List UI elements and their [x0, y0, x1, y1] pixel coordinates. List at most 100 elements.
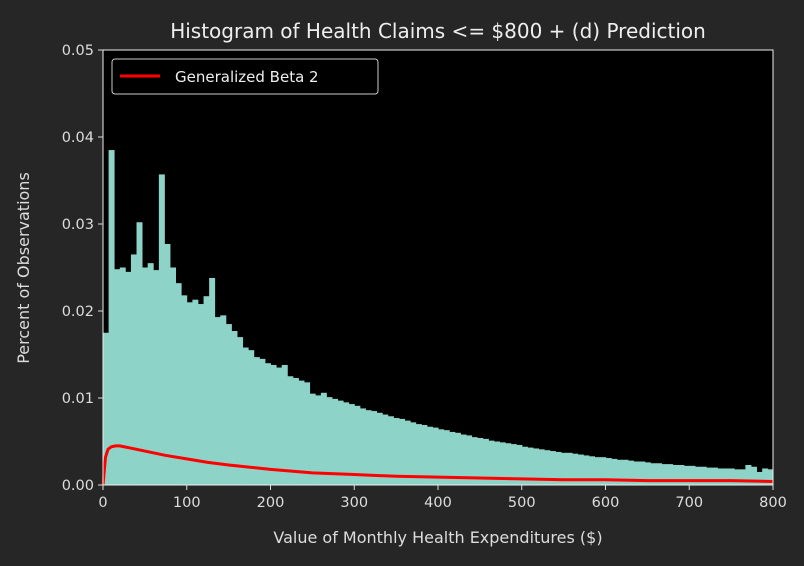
histogram-bar: [577, 454, 584, 485]
histogram-bar: [270, 364, 277, 485]
histogram-bar: [393, 418, 400, 485]
histogram-bar: [359, 408, 366, 485]
histogram-bar: [371, 411, 378, 485]
histogram-bar: [354, 405, 361, 485]
y-tick-label: 0.05: [62, 43, 94, 59]
histogram-bar: [125, 271, 132, 485]
y-axis-label: Percent of Observations: [14, 172, 33, 364]
histogram-bar: [678, 464, 685, 485]
histogram-bar: [265, 363, 271, 485]
histogram-bar: [745, 464, 752, 485]
histogram-bar: [633, 461, 640, 485]
histogram-bar: [622, 459, 629, 485]
histogram-bar: [588, 456, 595, 485]
histogram-bar: [292, 377, 299, 485]
histogram-bar: [197, 304, 204, 485]
x-tick-label: 200: [257, 495, 285, 511]
histogram-bar: [242, 347, 249, 485]
histogram-bar: [723, 468, 730, 485]
histogram-bar: [438, 429, 445, 485]
histogram-bar: [214, 317, 221, 485]
histogram-bar: [449, 431, 456, 485]
histogram-bar: [700, 466, 707, 485]
histogram-bar: [494, 441, 501, 485]
histogram-bar: [711, 467, 718, 485]
histogram-bar: [656, 463, 663, 485]
x-tick-label: 700: [675, 495, 703, 511]
histogram-bar: [639, 461, 646, 485]
histogram-bar: [309, 393, 316, 485]
y-tick-label: 0.04: [62, 130, 94, 146]
histogram-bars: [103, 150, 774, 486]
histogram-bar: [203, 296, 210, 485]
histogram-bar: [471, 437, 478, 485]
histogram-bar: [605, 458, 612, 485]
histogram-bar: [153, 270, 160, 485]
legend-box: [111, 58, 379, 95]
histogram-bar: [114, 269, 121, 485]
histogram-bar: [661, 464, 668, 485]
histogram-bar: [209, 277, 216, 485]
y-tick-label: 0.00: [62, 478, 94, 494]
histogram-bar: [175, 283, 182, 485]
x-axis-ticks: 0 100 200 300 400 500 600 700 800: [98, 485, 787, 511]
series-line-generalized-beta-2: [101, 444, 774, 486]
histogram-bar: [683, 465, 690, 485]
histogram-bar: [410, 422, 417, 485]
histogram-bar: [650, 463, 657, 485]
histogram-bar: [186, 302, 193, 485]
histogram-bar: [566, 452, 573, 485]
y-axis-ticks: 0.00 0.01 0.02 0.03 0.04 0.05: [62, 43, 103, 494]
x-tick-label: 800: [759, 495, 787, 511]
histogram-bar: [287, 376, 294, 485]
histogram-bar: [527, 447, 534, 485]
histogram-bar: [583, 455, 590, 485]
histogram-bar: [231, 331, 238, 485]
histogram-bar: [387, 416, 394, 485]
histogram-bar: [734, 469, 741, 485]
legend: Generalized Beta 2: [111, 58, 379, 95]
histogram-bar: [421, 424, 428, 485]
histogram-bar: [415, 424, 422, 485]
histogram-bar: [432, 427, 439, 485]
histogram-bar: [376, 412, 383, 485]
histogram-bar: [404, 420, 411, 485]
histogram-bar: [248, 350, 255, 485]
x-axis-label: Value of Monthly Health Expenditures ($): [273, 528, 602, 547]
histogram-bar: [460, 434, 467, 485]
histogram-bar: [298, 380, 305, 485]
histogram-bar: [706, 467, 713, 485]
histogram-bar: [142, 267, 149, 485]
x-tick-label: 600: [592, 495, 620, 511]
histogram-bar: [544, 450, 551, 485]
histogram-bar: [343, 402, 350, 485]
y-tick-label: 0.03: [62, 217, 94, 233]
x-tick-label: 400: [424, 495, 452, 511]
histogram-bar: [103, 332, 109, 485]
histogram-bar: [667, 464, 674, 485]
histogram-bar: [594, 457, 601, 485]
histogram-bar: [130, 254, 137, 485]
histogram-bar: [510, 444, 517, 485]
histogram-bar: [572, 453, 579, 485]
histogram-bar: [521, 446, 528, 485]
histogram-bar: [561, 452, 568, 485]
histogram-bar: [443, 430, 450, 485]
histogram-bar: [181, 295, 188, 485]
histogram-bar: [482, 438, 489, 485]
histogram-bar: [466, 435, 473, 485]
y-tick-label: 0.01: [62, 391, 94, 407]
histogram-bar: [538, 449, 545, 485]
histogram-bar: [136, 222, 143, 485]
x-tick-label: 0: [98, 495, 107, 511]
histogram-bar: [616, 459, 623, 485]
histogram-bar: [225, 324, 232, 485]
histogram-bar: [147, 263, 154, 485]
histogram-bar: [281, 364, 288, 485]
histogram-bar: [399, 418, 406, 485]
histogram-bar: [767, 469, 774, 485]
histogram-bar: [164, 244, 171, 485]
x-tick-label: 100: [173, 495, 201, 511]
histogram-bar: [499, 442, 506, 485]
